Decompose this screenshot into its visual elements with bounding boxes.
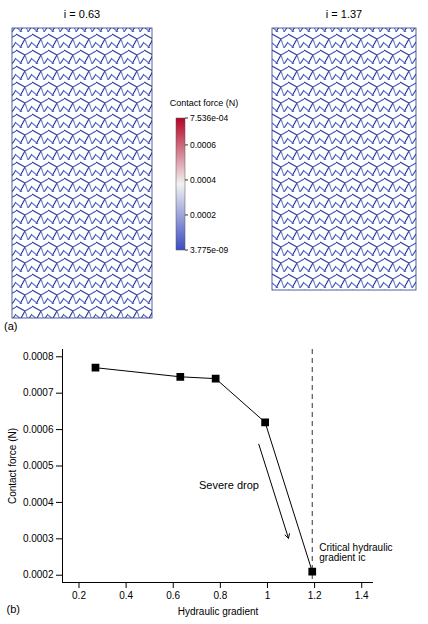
svg-text:Severe drop: Severe drop	[199, 479, 259, 491]
svg-text:0.4: 0.4	[119, 590, 133, 601]
svg-text:0.0008: 0.0008	[23, 351, 54, 362]
svg-text:i = 0.63: i = 0.63	[64, 8, 100, 20]
svg-text:0.0002: 0.0002	[23, 569, 54, 580]
svg-text:Contact force (N): Contact force (N)	[7, 428, 18, 504]
svg-text:1: 1	[265, 590, 271, 601]
svg-text:1.4: 1.4	[355, 590, 369, 601]
svg-text:0.0005: 0.0005	[23, 460, 54, 471]
svg-text:(b): (b)	[7, 603, 20, 615]
svg-text:0.0004: 0.0004	[23, 497, 54, 508]
svg-text:7.536e-04: 7.536e-04	[190, 113, 229, 123]
svg-text:3.775e-09: 3.775e-09	[190, 245, 229, 255]
svg-text:0.0003: 0.0003	[23, 533, 54, 544]
svg-text:i = 1.37: i = 1.37	[326, 8, 362, 20]
svg-text:Hydraulic gradient: Hydraulic gradient	[178, 606, 259, 617]
svg-text:0.2: 0.2	[72, 590, 86, 601]
svg-text:0.0006: 0.0006	[23, 424, 54, 435]
svg-text:Contact force (N): Contact force (N)	[170, 98, 239, 108]
svg-text:0.0006: 0.0006	[190, 140, 216, 150]
svg-text:0.6: 0.6	[166, 590, 180, 601]
svg-text:0.0004: 0.0004	[190, 175, 216, 185]
svg-text:1.2: 1.2	[308, 590, 322, 601]
svg-text:0.0002: 0.0002	[190, 210, 216, 220]
svg-text:Critical hydraulicgradient ic: Critical hydraulicgradient ic	[319, 542, 392, 563]
svg-text:(a): (a)	[4, 320, 17, 332]
svg-text:0.8: 0.8	[213, 590, 227, 601]
svg-text:0.0007: 0.0007	[23, 387, 54, 398]
